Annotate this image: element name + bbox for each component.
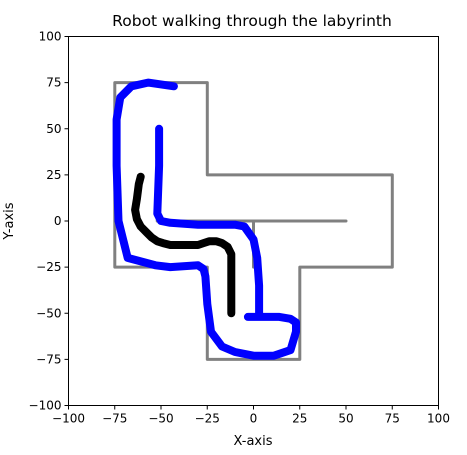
x-tick-label: 25	[292, 412, 307, 426]
y-tick-label: 50	[46, 122, 61, 136]
y-tick-label: 75	[46, 76, 61, 90]
x-tick-label: −100	[52, 412, 85, 426]
x-tick-label: 0	[250, 412, 258, 426]
y-axis-label: Y-axis	[2, 202, 17, 240]
y-axis-ticks: −100 −75 −50 −25 0 25 50 75 100	[29, 30, 69, 413]
x-tick-label: 50	[338, 412, 353, 426]
x-tick-label: −25	[195, 412, 220, 426]
robot-sensor-trace-3	[112, 78, 300, 360]
x-tick-label: −75	[102, 412, 127, 426]
y-tick-label: −50	[36, 306, 61, 320]
y-tick-label: −75	[36, 352, 61, 366]
chart-title: Robot walking through the labyrinth	[112, 12, 392, 30]
y-tick-label: 100	[39, 30, 62, 44]
x-tick-label: −50	[148, 412, 173, 426]
x-axis-ticks: −100 −75 −50 −25 0 25 50 75 100	[52, 405, 450, 426]
series-layer	[112, 78, 394, 361]
x-axis-label: X-axis	[234, 434, 273, 449]
robot-sensor-trace-4	[153, 124, 264, 318]
y-tick-label: −100	[29, 399, 62, 413]
x-tick-label: 75	[385, 412, 400, 426]
y-tick-label: 25	[46, 168, 61, 182]
robot-path-5	[131, 172, 236, 318]
x-tick-label: 100	[427, 412, 450, 426]
y-tick-label: 0	[54, 214, 62, 228]
y-tick-label: −25	[36, 260, 61, 274]
